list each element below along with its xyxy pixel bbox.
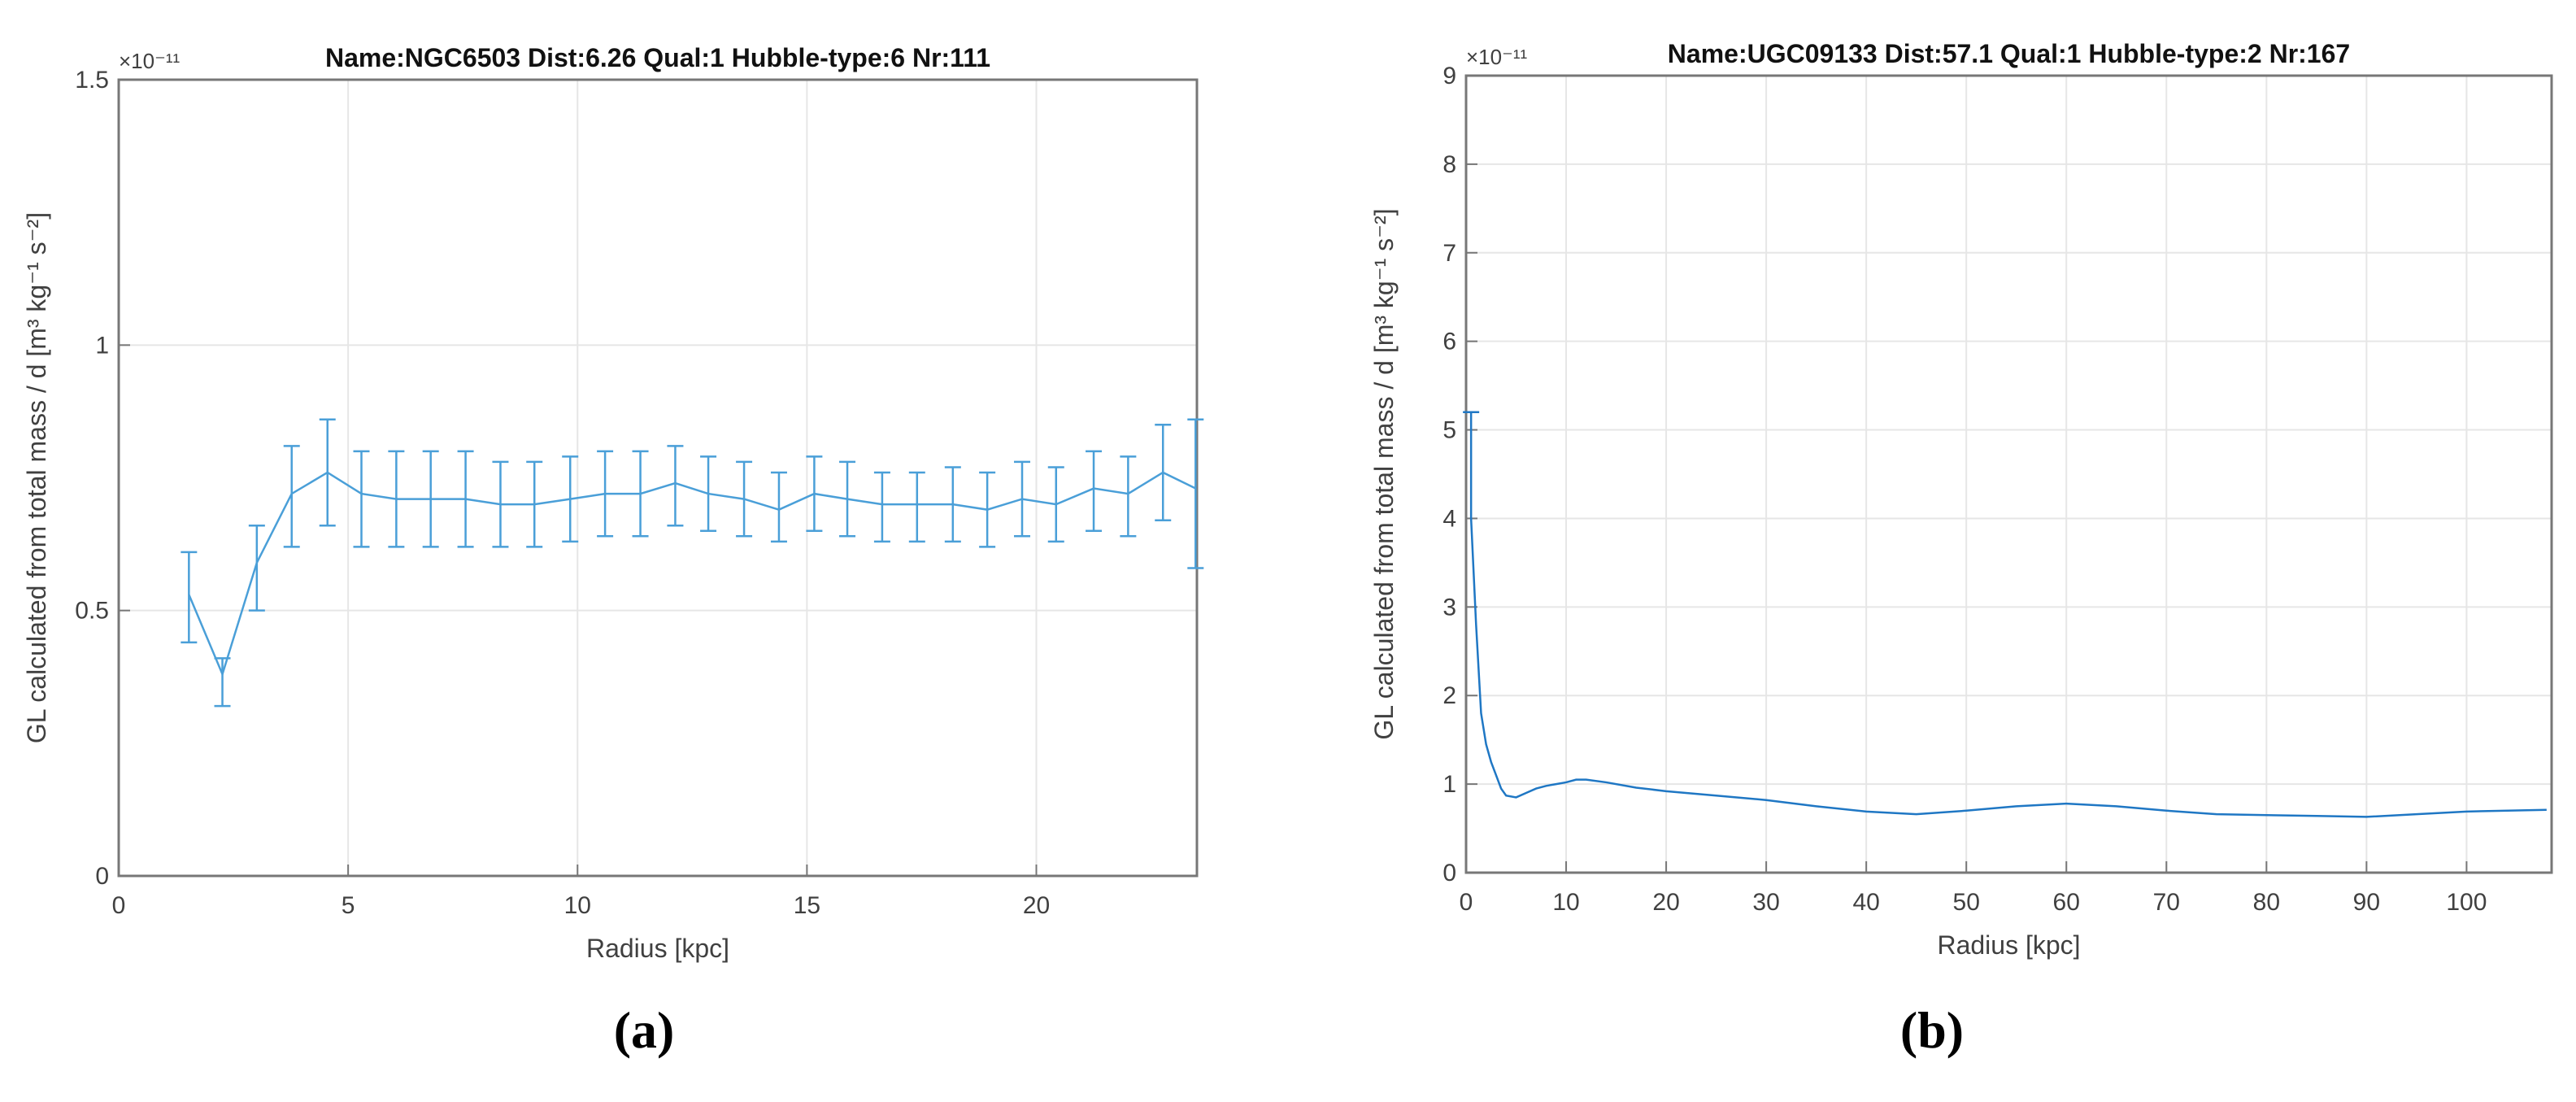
svg-text:30: 30 [1752, 889, 1779, 916]
y-axis-label: GL calculated from total mass / d [m³ kg… [22, 212, 51, 743]
x-axis-label: Radius [kpc] [1937, 930, 2080, 960]
chart-panel-a: 0 5 10 15 20 0 0.5 1 1.5 ×10⁻¹¹ Name:NGC6503 Dist:… [22, 43, 1204, 1059]
y-exponent-label: ×10⁻¹¹ [119, 49, 180, 73]
svg-text:40: 40 [1852, 889, 1879, 916]
y-axis-label: GL calculated from total mass / d [m³ kg… [1369, 208, 1399, 739]
chart-panel-b: 0 10 20 30 40 50 60 70 80 90 100 0 1 2 3 4 5 6 7 8 9 ×10⁻¹¹ Na… [1288, 0, 2576, 1102]
svg-text:100: 100 [2446, 889, 2487, 916]
svg-text:70: 70 [2153, 889, 2180, 916]
svg-text:60: 60 [2053, 889, 2080, 916]
gridlines [1465, 75, 2552, 873]
axes-frame [1464, 74, 2553, 874]
svg-text:5: 5 [342, 892, 355, 919]
chart-title: Name:UGC09133 Dist:57.1 Qual:1 Hubble-ty… [1668, 39, 2350, 68]
svg-text:7: 7 [1442, 240, 1456, 267]
caption-b: (b) [1899, 1001, 1965, 1059]
svg-text:10: 10 [1552, 889, 1579, 916]
caption-a: (a) [613, 1001, 675, 1059]
svg-text:0: 0 [112, 892, 126, 919]
chart-a-plot: 0 5 10 15 20 0 0.5 1 1.5 ×10⁻¹¹ Name:NGC6503 Dist:… [22, 43, 1204, 963]
tick-labels: 0 5 10 15 20 0 0.5 1 1.5 [75, 67, 1050, 919]
svg-text:5: 5 [1442, 417, 1456, 444]
y-exponent-label: ×10⁻¹¹ [1466, 45, 1527, 69]
data-series [1469, 518, 2547, 818]
svg-text:80: 80 [2253, 889, 2280, 916]
svg-text:1: 1 [95, 332, 109, 359]
svg-text:15: 15 [794, 892, 820, 919]
svg-text:6: 6 [1442, 329, 1456, 355]
svg-text:9: 9 [1442, 63, 1456, 89]
data-series [181, 418, 1204, 708]
svg-text:0.5: 0.5 [75, 598, 109, 625]
svg-text:1: 1 [1442, 771, 1456, 798]
x-axis-label: Radius [kpc] [586, 934, 729, 963]
svg-text:1.5: 1.5 [75, 67, 109, 94]
svg-text:0: 0 [1442, 860, 1456, 886]
chart-title: Name:NGC6503 Dist:6.26 Qual:1 Hubble-typ… [325, 43, 990, 72]
svg-text:90: 90 [2353, 889, 2380, 916]
svg-text:0: 0 [95, 863, 109, 890]
svg-text:8: 8 [1442, 151, 1456, 178]
chart-b-plot: 0 10 20 30 40 50 60 70 80 90 100 0 1 2 3 4 5 6 7 8 9 ×10⁻¹¹ Na… [1369, 39, 2553, 960]
svg-text:50: 50 [1953, 889, 1980, 916]
svg-text:3: 3 [1442, 594, 1456, 621]
svg-text:2: 2 [1442, 682, 1456, 709]
svg-text:20: 20 [1652, 889, 1679, 916]
svg-text:10: 10 [564, 892, 591, 919]
gridlines [118, 79, 1197, 877]
svg-text:4: 4 [1442, 505, 1456, 532]
svg-text:20: 20 [1023, 892, 1050, 919]
axes-frame [117, 78, 1199, 878]
svg-text:0: 0 [1460, 889, 1473, 916]
tick-labels: 0 10 20 30 40 50 60 70 80 90 100 0 1 2 3 4 5 6 7 8 9 [1442, 63, 2487, 916]
